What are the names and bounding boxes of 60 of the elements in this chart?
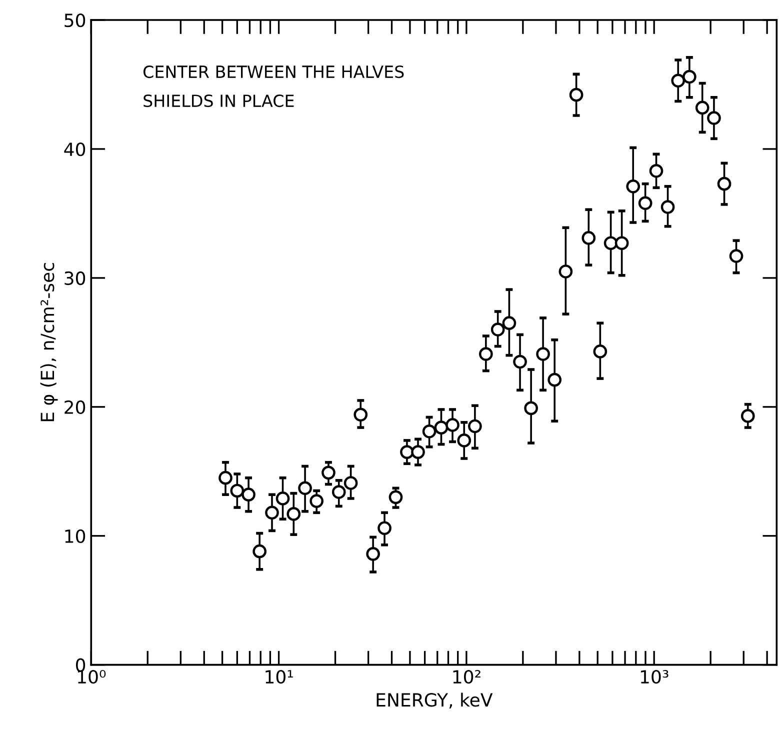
point [638, 196, 652, 210]
point [434, 420, 448, 434]
point [388, 490, 403, 504]
point [354, 408, 368, 422]
point [286, 507, 301, 521]
point [422, 424, 436, 438]
point [332, 485, 346, 499]
point [524, 401, 538, 416]
point [310, 494, 324, 508]
point [479, 347, 493, 361]
annotation: SHIELDS IN PLACE [144, 94, 294, 108]
annotation: CENTER BETWEEN THE HALVES [143, 65, 404, 78]
point [671, 74, 686, 88]
point [252, 544, 266, 558]
point [411, 445, 425, 459]
y-axis-title: E φ (E), n/cm²-sec [40, 263, 58, 422]
point [558, 264, 573, 278]
y-tick-label: 40 [64, 142, 86, 156]
point [344, 476, 358, 490]
point [502, 316, 516, 330]
point [548, 372, 562, 387]
point [740, 409, 755, 423]
y-tick-label: 10 [65, 529, 86, 543]
point [242, 488, 256, 502]
point [649, 164, 664, 178]
point [707, 111, 721, 125]
x-axis-title: ENERGY, keV [376, 692, 493, 709]
point [446, 418, 460, 432]
point [230, 484, 244, 498]
point [593, 344, 608, 358]
point [298, 481, 312, 496]
point [468, 419, 482, 434]
point [729, 249, 744, 263]
point [276, 492, 290, 506]
point [265, 506, 279, 520]
point [366, 547, 380, 561]
point [218, 470, 232, 485]
point [536, 347, 550, 361]
point [717, 176, 732, 191]
point [513, 354, 527, 369]
y-tick-label: 30 [64, 271, 86, 286]
point [490, 322, 505, 336]
point [400, 445, 414, 459]
point [604, 236, 618, 250]
x-tick-label: 10² [453, 670, 480, 684]
point [569, 88, 584, 102]
point [614, 236, 629, 250]
point [660, 200, 675, 214]
point [457, 434, 472, 448]
x-tick-label: 10⁰ [78, 670, 106, 684]
x-tick-label: 10³ [640, 670, 668, 684]
point [695, 100, 710, 115]
y-tick-label: 50 [64, 13, 86, 28]
x-tick-label: 10¹ [266, 670, 293, 684]
point [378, 521, 392, 536]
point [682, 70, 696, 84]
point [582, 231, 596, 245]
y-tick-label: 20 [64, 400, 86, 414]
point [626, 179, 640, 194]
point [322, 466, 336, 480]
